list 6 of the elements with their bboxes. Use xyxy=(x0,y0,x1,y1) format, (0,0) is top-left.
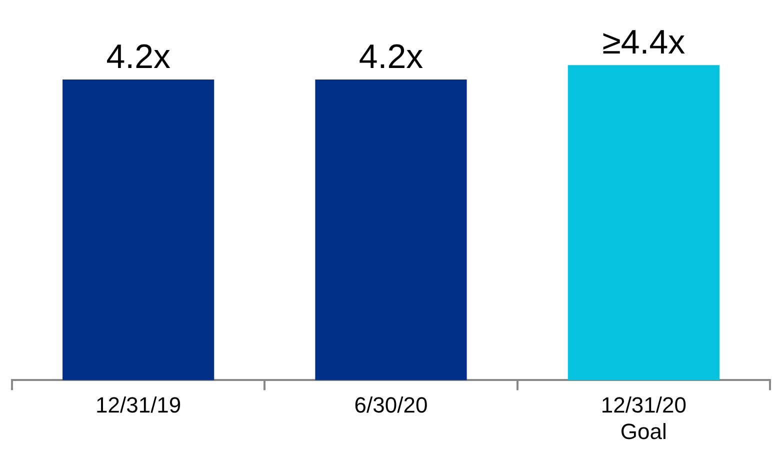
x-tick-label: 12/31/19 xyxy=(96,392,182,418)
data-label: 4.2x xyxy=(106,38,170,76)
data-label: 4.2x xyxy=(358,38,424,76)
x-tick-label: 12/31/20 Goal xyxy=(600,392,686,444)
data-label: ≥4.4x xyxy=(602,24,686,62)
x-tick-label: 6/30/20 xyxy=(354,392,428,418)
